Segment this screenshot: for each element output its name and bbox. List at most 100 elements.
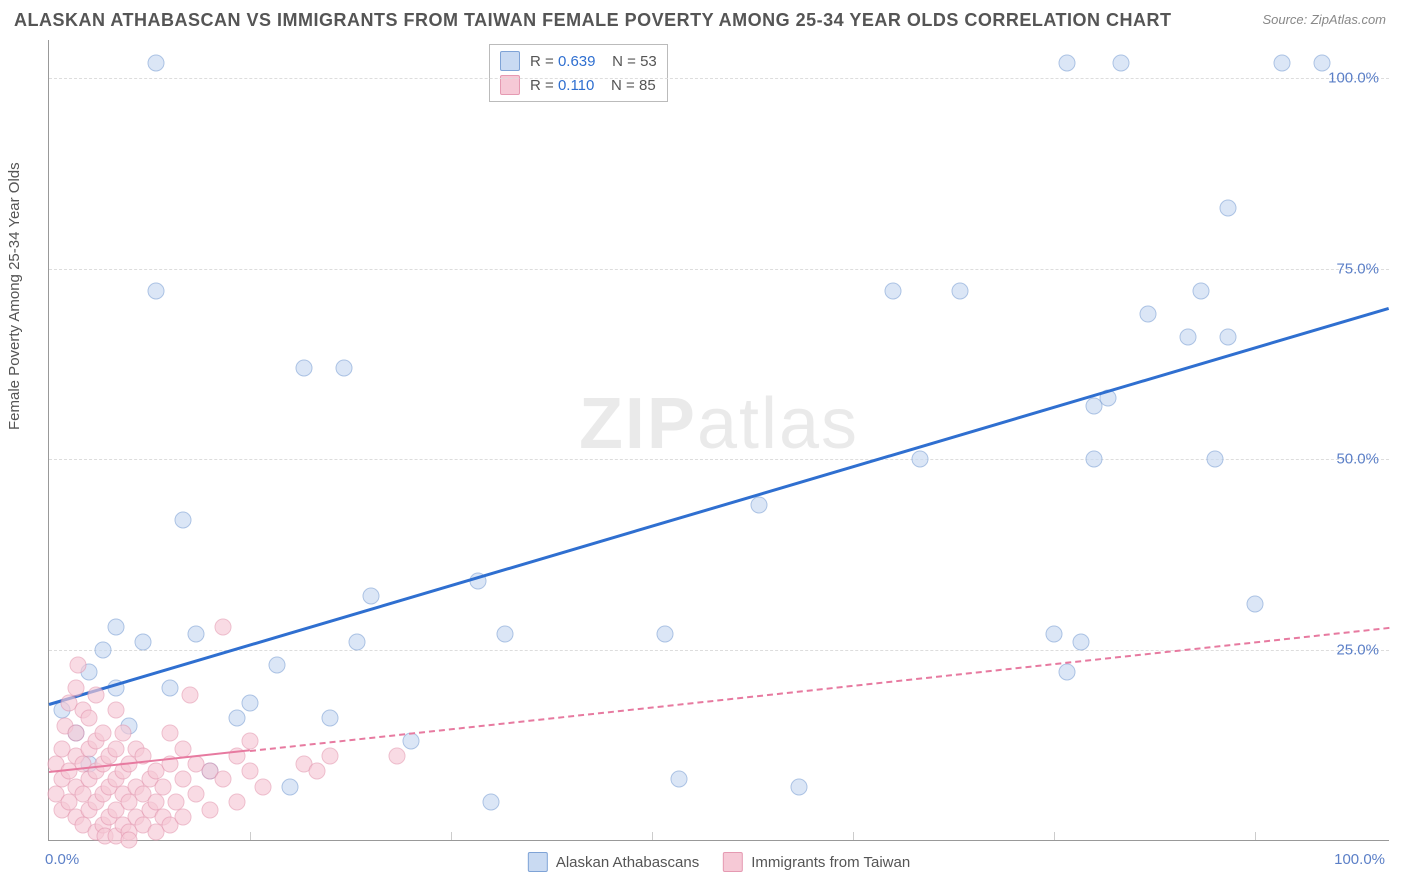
data-point	[322, 748, 339, 765]
legend-item: Alaskan Athabascans	[528, 852, 699, 872]
data-point	[1059, 664, 1076, 681]
data-point	[175, 740, 192, 757]
data-point	[1139, 306, 1156, 323]
data-point	[483, 793, 500, 810]
gridline	[49, 78, 1389, 79]
data-point	[181, 687, 198, 704]
data-point	[148, 54, 165, 71]
data-point	[389, 748, 406, 765]
data-point	[108, 702, 125, 719]
data-point	[215, 771, 232, 788]
y-tick-label: 25.0%	[1336, 641, 1379, 658]
data-point	[322, 710, 339, 727]
data-point	[282, 778, 299, 795]
legend-label: Immigrants from Taiwan	[751, 854, 910, 871]
data-point	[87, 687, 104, 704]
data-point	[309, 763, 326, 780]
gridline	[49, 459, 1389, 460]
legend-swatch	[528, 852, 548, 872]
data-point	[362, 588, 379, 605]
data-point	[134, 633, 151, 650]
legend-swatch	[723, 852, 743, 872]
x-tick	[1255, 832, 1256, 840]
data-point	[188, 626, 205, 643]
scatter-plot: ZIPatlas R = 0.639 N = 53 R = 0.110 N = 8…	[48, 40, 1389, 841]
data-point	[94, 725, 111, 742]
x-tick	[1054, 832, 1055, 840]
data-point	[1220, 329, 1237, 346]
x-tick	[250, 832, 251, 840]
correlation-legend: R = 0.639 N = 53 R = 0.110 N = 85	[489, 44, 668, 102]
source-label: Source: ZipAtlas.com	[1262, 12, 1386, 27]
data-point	[1086, 451, 1103, 468]
data-point	[188, 786, 205, 803]
data-point	[67, 725, 84, 742]
data-point	[161, 725, 178, 742]
data-point	[1220, 199, 1237, 216]
data-point	[1314, 54, 1331, 71]
data-point	[215, 618, 232, 635]
data-point	[154, 778, 171, 795]
x-tick-label: 0.0%	[45, 851, 79, 868]
data-point	[1072, 633, 1089, 650]
gridline	[49, 269, 1389, 270]
data-point	[242, 763, 259, 780]
data-point	[228, 710, 245, 727]
data-point	[255, 778, 272, 795]
y-axis-label: Female Poverty Among 25-34 Year Olds	[6, 162, 23, 430]
data-point	[148, 283, 165, 300]
series-legend: Alaskan Athabascans Immigrants from Taiwa…	[528, 852, 910, 872]
data-point	[175, 771, 192, 788]
data-point	[1273, 54, 1290, 71]
data-point	[201, 801, 218, 818]
data-point	[1046, 626, 1063, 643]
data-point	[67, 679, 84, 696]
watermark: ZIPatlas	[579, 383, 859, 465]
data-point	[242, 694, 259, 711]
y-tick-label: 75.0%	[1336, 260, 1379, 277]
data-point	[161, 679, 178, 696]
x-tick	[652, 832, 653, 840]
data-point	[70, 656, 87, 673]
data-point	[670, 771, 687, 788]
legend-row: R = 0.639 N = 53	[500, 49, 657, 73]
data-point	[81, 710, 98, 727]
data-point	[751, 496, 768, 513]
data-point	[94, 641, 111, 658]
data-point	[349, 633, 366, 650]
data-point	[268, 656, 285, 673]
data-point	[228, 793, 245, 810]
data-point	[1193, 283, 1210, 300]
y-tick-label: 100.0%	[1328, 70, 1379, 87]
data-point	[1247, 595, 1264, 612]
legend-label: Alaskan Athabascans	[556, 854, 699, 871]
data-point	[1206, 451, 1223, 468]
data-point	[108, 618, 125, 635]
data-point	[496, 626, 513, 643]
data-point	[1113, 54, 1130, 71]
data-point	[1180, 329, 1197, 346]
data-point	[114, 725, 131, 742]
data-point	[295, 359, 312, 376]
data-point	[1059, 54, 1076, 71]
x-tick	[451, 832, 452, 840]
data-point	[242, 732, 259, 749]
trend-line	[250, 627, 1389, 752]
chart-title: ALASKAN ATHABASCAN VS IMMIGRANTS FROM TA…	[14, 10, 1172, 31]
data-point	[121, 832, 138, 849]
data-point	[108, 740, 125, 757]
data-point	[335, 359, 352, 376]
data-point	[175, 809, 192, 826]
data-point	[657, 626, 674, 643]
data-point	[912, 451, 929, 468]
x-tick-label: 100.0%	[1334, 851, 1385, 868]
legend-text: R = 0.639 N = 53	[530, 53, 657, 70]
data-point	[791, 778, 808, 795]
trend-line	[49, 307, 1390, 706]
legend-row: R = 0.110 N = 85	[500, 73, 657, 97]
y-tick-label: 50.0%	[1336, 451, 1379, 468]
data-point	[175, 512, 192, 529]
legend-swatch	[500, 51, 520, 71]
legend-item: Immigrants from Taiwan	[723, 852, 910, 872]
data-point	[952, 283, 969, 300]
